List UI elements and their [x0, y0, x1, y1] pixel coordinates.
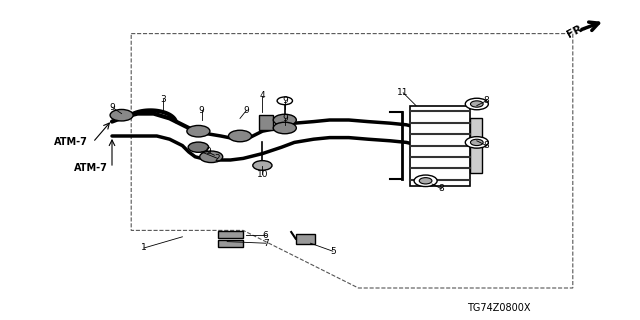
Text: 8: 8 [439, 184, 444, 193]
Circle shape [470, 139, 483, 146]
Text: 9: 9 [244, 106, 249, 115]
Text: FR.: FR. [565, 21, 588, 40]
Circle shape [253, 161, 272, 170]
Circle shape [414, 175, 437, 187]
Text: ATM-7: ATM-7 [74, 163, 108, 173]
Text: 2: 2 [215, 154, 220, 163]
Circle shape [200, 151, 223, 163]
Circle shape [465, 137, 488, 148]
Bar [218, 231, 243, 238]
Circle shape [273, 114, 296, 126]
Text: 8: 8 [484, 96, 489, 105]
Bar [218, 240, 243, 247]
Text: 9: 9 [199, 106, 204, 115]
Bar [410, 106, 470, 186]
Circle shape [187, 125, 210, 137]
Circle shape [465, 98, 488, 110]
Circle shape [419, 178, 432, 184]
Text: 9: 9 [282, 114, 287, 123]
Text: 9: 9 [109, 103, 115, 112]
Text: 4: 4 [260, 92, 265, 100]
Text: 7: 7 [263, 239, 268, 248]
Text: ATM-7: ATM-7 [54, 137, 88, 148]
Text: 10: 10 [257, 170, 268, 179]
Circle shape [188, 142, 209, 152]
Text: 8: 8 [484, 141, 489, 150]
Circle shape [277, 97, 292, 105]
Text: 9: 9 [282, 96, 287, 105]
Bar [259, 115, 273, 130]
Bar [470, 118, 482, 173]
Text: TG74Z0800X: TG74Z0800X [467, 303, 531, 313]
Bar [296, 234, 315, 244]
Circle shape [110, 109, 133, 121]
Circle shape [470, 101, 483, 107]
Text: 5: 5 [330, 247, 335, 256]
Circle shape [228, 130, 252, 142]
Text: 9: 9 [205, 148, 211, 156]
Text: 1: 1 [141, 244, 147, 252]
Circle shape [273, 122, 296, 134]
Text: 3: 3 [161, 95, 166, 104]
Text: 6: 6 [263, 231, 268, 240]
Text: 11: 11 [397, 88, 409, 97]
